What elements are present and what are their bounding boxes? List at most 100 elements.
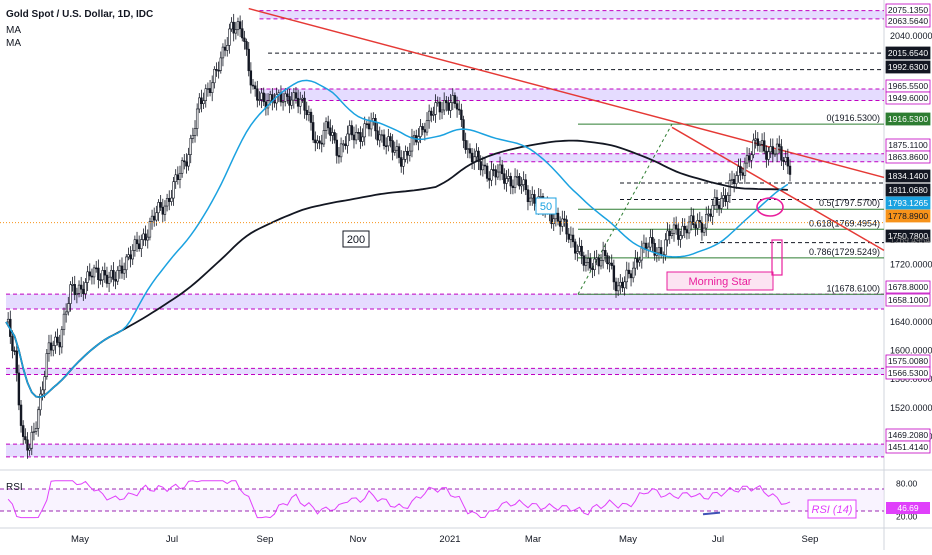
candle-body bbox=[150, 215, 154, 222]
y-tick-label: 1600.0000 bbox=[890, 346, 932, 356]
candle-body bbox=[558, 220, 562, 227]
candle-body bbox=[528, 197, 532, 203]
candle-body bbox=[110, 270, 113, 278]
candle-body bbox=[608, 262, 611, 265]
candle-body bbox=[449, 102, 452, 111]
candle-body bbox=[771, 146, 775, 155]
candle-body bbox=[382, 134, 386, 147]
price-tag-box bbox=[885, 440, 931, 454]
candle-body bbox=[301, 97, 304, 100]
candle-body bbox=[357, 132, 360, 134]
candle-body bbox=[133, 239, 137, 251]
candle-body bbox=[34, 427, 38, 432]
candle-body bbox=[636, 258, 639, 263]
candle-body bbox=[92, 267, 96, 278]
price-tag-label: 1451.4140 bbox=[888, 442, 928, 452]
candle-body bbox=[717, 204, 721, 209]
ma-200-label-text: 200 bbox=[347, 234, 365, 246]
candle-body bbox=[638, 259, 641, 263]
candle-body bbox=[208, 88, 212, 93]
candle-body bbox=[672, 224, 676, 234]
candle-body bbox=[159, 202, 162, 208]
candle-body bbox=[578, 245, 581, 252]
candle-body bbox=[47, 342, 51, 354]
candle-body bbox=[288, 96, 291, 106]
candle-body bbox=[333, 132, 336, 141]
candle-body bbox=[329, 127, 332, 136]
candle-body bbox=[421, 126, 424, 130]
candle-body bbox=[365, 123, 369, 126]
candle-body bbox=[589, 258, 592, 269]
ma-200-label: 200 bbox=[342, 230, 370, 248]
fib-label-0: 0(1916.5300) bbox=[826, 113, 880, 123]
candle-body bbox=[666, 230, 669, 241]
candle-body bbox=[73, 284, 76, 296]
candle-body bbox=[705, 214, 708, 229]
candle-body bbox=[223, 46, 227, 51]
candle-body bbox=[584, 262, 588, 266]
candle-body bbox=[15, 350, 18, 374]
candle-body bbox=[268, 94, 272, 102]
support-zone-3 bbox=[6, 294, 884, 309]
candle-body bbox=[752, 139, 755, 156]
candle-body bbox=[623, 281, 626, 289]
fib-label-3: 0.786(1729.5249) bbox=[809, 247, 880, 257]
candle-body bbox=[299, 99, 302, 107]
candle-body bbox=[161, 206, 164, 215]
support-zone-5 bbox=[6, 444, 884, 457]
candle-body bbox=[170, 197, 173, 202]
candle-body bbox=[232, 21, 235, 34]
ma-50-label: 50 bbox=[535, 197, 557, 215]
rsi-tick-80: 80.00 bbox=[896, 479, 918, 489]
candle-body bbox=[468, 148, 472, 154]
candle-body bbox=[67, 303, 70, 313]
candle-body bbox=[775, 143, 779, 155]
price-tag-label: 1863.8600 bbox=[888, 152, 928, 162]
ma-50-line bbox=[5, 79, 789, 398]
candle-body bbox=[393, 149, 396, 153]
candle-body bbox=[565, 219, 568, 235]
candle-body bbox=[165, 198, 169, 207]
candle-body bbox=[39, 393, 42, 411]
candle-body bbox=[97, 267, 100, 281]
morning-star-highlight bbox=[771, 239, 783, 276]
candle-body bbox=[713, 197, 717, 206]
candle-body bbox=[516, 176, 519, 178]
support-zone-4 bbox=[6, 368, 884, 375]
support-zone-0 bbox=[259, 10, 884, 19]
candle-body bbox=[189, 138, 192, 155]
candle-body bbox=[273, 101, 276, 104]
candle-body bbox=[509, 176, 512, 187]
candle-body bbox=[45, 353, 49, 377]
candle-body bbox=[391, 140, 394, 153]
candle-body bbox=[722, 195, 725, 199]
candle-body bbox=[750, 154, 753, 161]
rsi-value-label: 46.69 bbox=[897, 503, 919, 513]
candle-body bbox=[311, 122, 315, 141]
candle-body bbox=[24, 436, 27, 441]
candle-body bbox=[670, 233, 674, 237]
candle-body bbox=[765, 150, 768, 160]
candle-body bbox=[758, 144, 762, 146]
candle-body bbox=[191, 135, 195, 139]
candle-body bbox=[505, 178, 508, 184]
price-tag-box bbox=[885, 293, 931, 307]
candle-body bbox=[466, 148, 470, 150]
candle-body bbox=[376, 130, 379, 141]
candle-body bbox=[174, 174, 177, 182]
candle-body bbox=[511, 185, 515, 188]
candle-body bbox=[498, 164, 502, 173]
candle-body bbox=[687, 221, 691, 234]
candle-body bbox=[204, 88, 207, 101]
candle-body bbox=[202, 100, 205, 104]
price-tag-label: 1575.0080 bbox=[888, 356, 928, 366]
candle-body bbox=[427, 110, 431, 122]
candle-body bbox=[606, 255, 609, 265]
price-tag-box bbox=[885, 280, 931, 294]
candle-body bbox=[144, 233, 147, 241]
price-tag-box bbox=[885, 209, 931, 223]
price-tag-box bbox=[885, 229, 931, 243]
candle-body bbox=[178, 172, 182, 180]
